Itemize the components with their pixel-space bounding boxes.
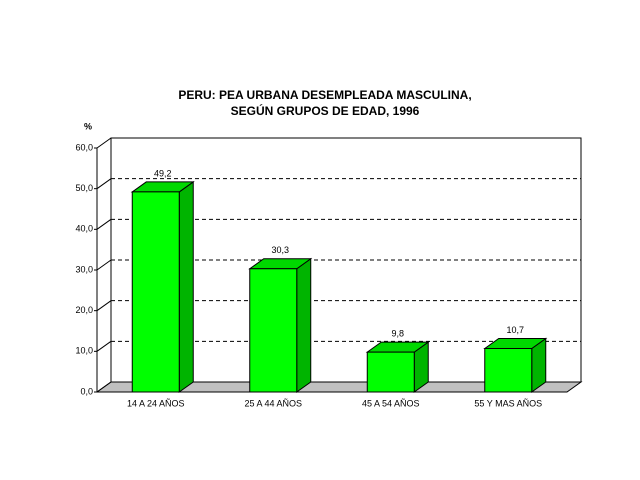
chart-title: PERU: PEA URBANA DESEMPLEADA MASCULINA, xyxy=(178,88,471,102)
value-label: 49,2 xyxy=(154,168,172,178)
x-tick-label: 55 Y MAS AÑOS xyxy=(474,398,542,408)
chart-subtitle: SEGÚN GRUPOS DE EDAD, 1996 xyxy=(231,103,420,118)
y-axis-label: % xyxy=(84,121,92,131)
diagonal-tick xyxy=(96,300,112,312)
diagonal-tick xyxy=(96,218,112,230)
x-tick-label: 14 A 24 AÑOS xyxy=(127,398,185,408)
diagonal-tick xyxy=(96,178,112,190)
value-label: 9,8 xyxy=(391,329,404,339)
bar-side xyxy=(178,180,194,393)
bar xyxy=(130,180,195,393)
bar xyxy=(483,337,548,393)
diagonal-tick xyxy=(96,137,112,149)
y-tick-label: 0,0 xyxy=(80,386,93,396)
diagonal-tick xyxy=(96,259,112,271)
bar-side xyxy=(296,257,312,393)
diagonal-tick xyxy=(96,340,112,352)
bar-front xyxy=(131,191,180,393)
value-label: 10,7 xyxy=(506,325,524,335)
bar-front xyxy=(249,268,298,393)
y-tick-label: 30,0 xyxy=(75,264,93,274)
y-tick-label: 60,0 xyxy=(75,142,93,152)
bar-front xyxy=(366,351,415,393)
x-tick-label: 45 A 54 AÑOS xyxy=(362,398,420,408)
bar-front xyxy=(484,347,533,393)
y-tick-label: 40,0 xyxy=(75,224,93,234)
diagonal-tick xyxy=(96,381,112,393)
y-tick-label: 10,0 xyxy=(75,346,93,356)
y-tick-label: 20,0 xyxy=(75,305,93,315)
y-tick-label: 50,0 xyxy=(75,183,93,193)
bar xyxy=(248,257,313,393)
x-tick-label: 25 A 44 AÑOS xyxy=(244,398,302,408)
value-label: 30,3 xyxy=(271,245,289,255)
bar xyxy=(365,341,430,393)
